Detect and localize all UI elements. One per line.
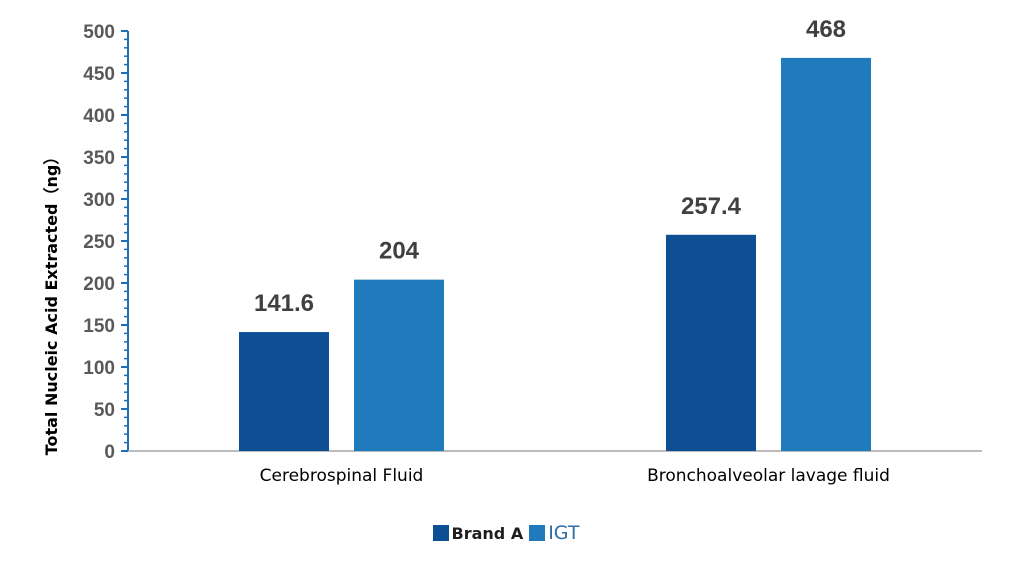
bars [239,57,871,451]
data-label: 204 [379,238,420,265]
y-tick-label: 100 [83,358,115,379]
bar-0-1 [666,234,756,451]
bar-0-0 [239,332,329,451]
y-tick-label: 350 [83,148,115,169]
bar-1-0 [354,279,444,451]
legend-swatch-brand-a [432,525,449,541]
legend: Brand A IGT [0,522,1012,544]
y-tick-label: 300 [83,190,115,211]
data-label: 468 [806,16,846,43]
data-labels: 141.6 204 257.4 468 [254,16,846,317]
y-axis-ticks: 0 50 100 150 200 250 300 350 400 450 500 [83,22,128,463]
y-tick-label: 50 [94,400,115,421]
y-tick-label: 400 [83,106,115,127]
y-tick-label: 200 [83,274,115,295]
y-axis-label: Total Nucleic Acid Extracted（ng） [42,149,61,456]
y-tick-label: 150 [83,316,115,337]
bar-1-1 [781,57,871,451]
legend-item-igt: IGT [529,522,579,544]
legend-label-brand-a: Brand A [451,523,524,543]
legend-item-brand-a: Brand A [432,523,524,543]
y-tick-label: 450 [83,64,115,85]
data-label: 257.4 [681,193,742,220]
y-tick-label: 250 [83,232,115,253]
legend-swatch-igt [529,525,546,541]
legend-label-igt: IGT [548,522,580,544]
data-label: 141.6 [254,290,314,317]
category-labels: Cerebrospinal Fluid Bronchoalveolar lavag… [260,466,890,486]
y-tick-label: 0 [104,442,115,463]
category-label: Cerebrospinal Fluid [260,466,424,486]
category-label: Bronchoalveolar lavage fluid [647,466,890,486]
y-tick-label: 500 [83,22,115,43]
